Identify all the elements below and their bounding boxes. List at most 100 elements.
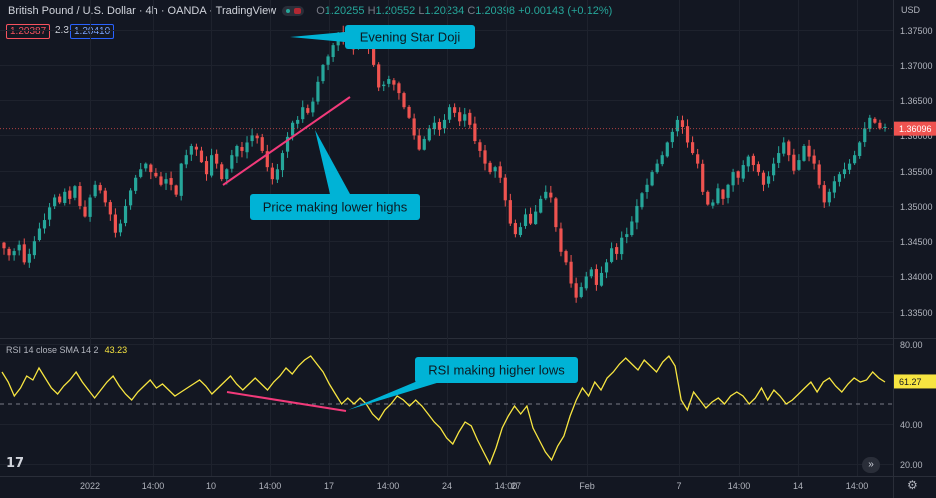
candle-body — [458, 112, 462, 122]
candle-body — [245, 142, 249, 153]
high-value: 1.20552 — [375, 5, 416, 17]
time-tick-label: 14:00 — [259, 481, 282, 491]
candle-body — [422, 138, 426, 150]
symbol-title[interactable]: British Pound / U.S. Dollar · 4h · OANDA… — [8, 5, 277, 17]
candle-body — [685, 126, 690, 143]
sell-quote[interactable]: 1.20387 — [6, 24, 51, 39]
candle-body — [63, 191, 67, 203]
candle-body — [2, 242, 6, 249]
candle-body — [27, 253, 31, 263]
candle-body — [17, 244, 21, 251]
candle-body — [625, 234, 629, 238]
candle-body — [655, 163, 659, 173]
candle-body — [427, 128, 431, 141]
candle-body — [442, 119, 447, 129]
candle-body — [599, 272, 604, 286]
candle-body — [301, 107, 305, 120]
candle-body — [528, 213, 533, 224]
price-tick-label: 1.33500 — [900, 308, 933, 318]
candle-body — [463, 114, 467, 121]
candle-body — [640, 193, 644, 208]
candle-body — [47, 207, 52, 220]
candle-body — [7, 248, 11, 256]
candle-body — [615, 247, 619, 254]
price-tick-label: 1.35500 — [900, 167, 933, 177]
time-tick-label: 2022 — [80, 481, 100, 491]
price-tick-label: 1.37500 — [900, 26, 933, 36]
candle-body — [12, 251, 16, 256]
time-tick-label: 14:00 — [495, 481, 518, 491]
tradingview-logo-icon[interactable]: 17 — [6, 456, 25, 471]
time-tick-label: 27 — [511, 481, 521, 491]
candle-body — [772, 163, 776, 176]
callout-evening-star-text: Evening Star Doji — [360, 30, 461, 45]
candle-body — [701, 163, 705, 192]
candle-body — [194, 146, 199, 150]
candle-body — [235, 145, 239, 157]
candle-body — [139, 169, 143, 177]
candle-body — [731, 172, 735, 186]
candle-body — [240, 147, 244, 151]
last-price-label: 1.36096 — [899, 124, 932, 134]
candle-body — [721, 189, 725, 199]
candle-body — [842, 169, 847, 175]
candle-body — [250, 135, 254, 142]
buy-quote[interactable]: 1.20410 — [70, 24, 115, 39]
chart-header: British Pound / U.S. Dollar · 4h · OANDA… — [8, 5, 612, 17]
rsi-line — [1, 354, 886, 466]
candle-body — [518, 227, 523, 236]
candle-body — [468, 112, 472, 125]
market-status-toggle[interactable] — [282, 6, 305, 17]
candle-body — [215, 153, 219, 164]
candle-body — [372, 48, 376, 65]
candle-body — [635, 205, 639, 223]
time-tick-label: 24 — [442, 481, 452, 491]
time-tick-label: 7 — [676, 481, 681, 491]
candle-body — [609, 248, 614, 262]
candle-body — [113, 214, 117, 233]
candle-body — [98, 185, 102, 191]
gear-icon[interactable]: ⚙ — [907, 478, 918, 492]
candle-body — [407, 106, 411, 118]
callout-lower-highs-text: Price making lower highs — [263, 200, 408, 215]
candle-body — [149, 164, 153, 173]
candle-body — [782, 142, 786, 154]
candle-body — [78, 186, 82, 206]
candle-body — [220, 164, 224, 180]
candle-body — [417, 135, 421, 150]
candle-body — [690, 142, 695, 154]
candle-body — [285, 136, 290, 152]
candle-body — [589, 269, 593, 277]
candle-body — [291, 122, 295, 136]
candle-body — [665, 142, 669, 157]
scroll-to-realtime-icon[interactable]: » — [862, 457, 880, 473]
candle-body — [584, 276, 588, 289]
candle-body — [280, 153, 285, 171]
candle-body — [53, 197, 57, 207]
candle-body — [853, 155, 857, 164]
candle-body — [827, 191, 831, 203]
candle-body — [523, 214, 528, 226]
annotations: Evening Star Doji Price making lower high… — [222, 25, 578, 412]
candle-body — [847, 163, 852, 170]
rsi-tick-label: 20.00 — [900, 460, 923, 470]
candle-body — [756, 164, 761, 173]
candle-body — [579, 287, 583, 297]
indicator-header[interactable]: RSI 14 close SMA 14 2 43.23 — [6, 345, 127, 355]
candle-body — [817, 164, 821, 185]
candle-body — [382, 84, 386, 87]
currency-label[interactable]: USD — [900, 5, 920, 15]
candle-body — [832, 181, 836, 193]
candle-body — [68, 190, 72, 199]
candle-body — [179, 163, 183, 196]
candle-body — [873, 118, 877, 123]
candle-body — [118, 223, 123, 233]
rsi-value-label: 61.27 — [899, 377, 922, 387]
candle-body — [670, 131, 674, 143]
price-lower-highs-trendline — [222, 96, 351, 186]
candle-body — [554, 198, 558, 228]
callout-evening-star-box — [345, 25, 475, 49]
candle-body — [498, 166, 502, 178]
time-tick-label: Feb — [579, 481, 595, 491]
